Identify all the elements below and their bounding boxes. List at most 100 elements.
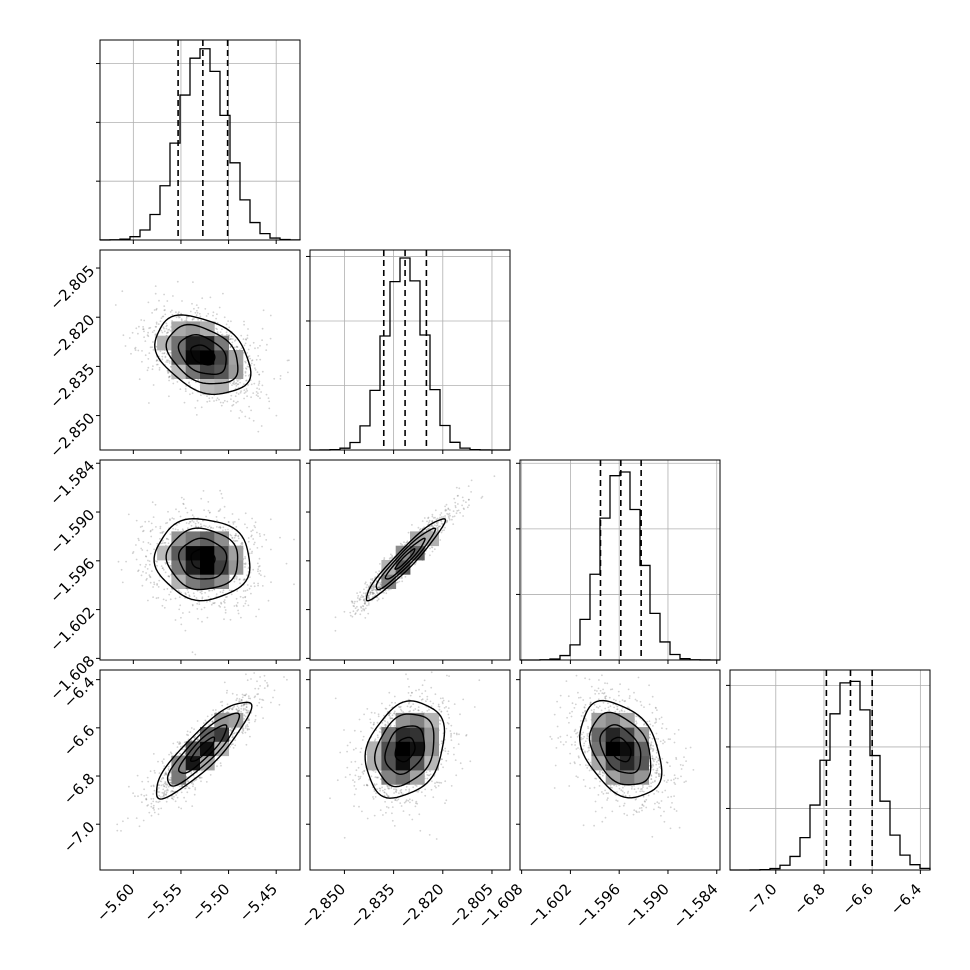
scatter-point <box>143 336 146 339</box>
scatter-point <box>166 361 169 363</box>
scatter-point <box>229 533 232 536</box>
scatter-point <box>265 349 268 351</box>
scatter-point <box>363 602 366 605</box>
scatter-point <box>150 802 153 805</box>
scatter-point <box>236 601 239 604</box>
scatter-point <box>243 320 245 323</box>
scatter-point <box>443 529 445 531</box>
scatter-point <box>177 806 180 809</box>
scatter-point <box>220 601 222 604</box>
scatter-point <box>260 706 263 709</box>
scatter-point <box>180 623 183 626</box>
scatter-point <box>440 512 443 514</box>
scatter-point <box>225 323 228 326</box>
scatter-point <box>245 388 248 390</box>
scatter-point <box>203 606 206 609</box>
scatter-point <box>391 556 393 558</box>
scatter-point <box>153 329 156 332</box>
scatter-point <box>230 335 233 337</box>
scatter-point <box>366 604 368 607</box>
scatter-point <box>218 604 221 607</box>
scatter-point <box>222 529 224 532</box>
scatter-point <box>352 605 355 607</box>
scatter-point <box>219 331 222 333</box>
scatter-point <box>161 355 164 358</box>
scatter-point <box>195 304 198 306</box>
scatter-point <box>436 527 439 529</box>
scatter-point <box>237 709 240 712</box>
scatter-point <box>193 736 196 739</box>
scatter-point <box>250 678 252 680</box>
scatter-point <box>207 526 209 529</box>
scatter-point <box>246 526 249 529</box>
scatter-point <box>208 589 210 592</box>
scatter-point <box>236 345 239 348</box>
scatter-point <box>167 542 170 545</box>
scatter-point <box>121 290 124 293</box>
scatter-point <box>241 411 243 413</box>
scatter-point <box>152 785 155 788</box>
scatter-point <box>369 591 372 593</box>
scatter-point <box>223 601 226 604</box>
scatter-point <box>257 565 260 568</box>
scatter-point <box>165 332 168 334</box>
scatter-point <box>244 694 247 697</box>
scatter-point <box>187 527 189 530</box>
scatter-point <box>147 331 150 334</box>
scatter-point <box>182 612 184 614</box>
scatter-point <box>440 520 443 523</box>
scatter-point <box>169 598 172 601</box>
scatter-point <box>247 328 249 330</box>
scatter-point <box>419 528 421 531</box>
scatter-point <box>177 529 179 531</box>
scatter-point <box>197 526 200 528</box>
scatter-point <box>440 522 443 525</box>
scatter-point <box>260 574 262 577</box>
scatter-point <box>184 752 187 755</box>
scatter-point <box>187 734 190 737</box>
scatter-point <box>196 379 199 381</box>
scatter-point <box>232 747 235 749</box>
scatter-point <box>383 558 385 561</box>
scatter-point <box>180 496 183 499</box>
scatter-point <box>147 335 150 338</box>
scatter-point <box>433 548 436 551</box>
scatter-point <box>152 800 155 803</box>
scatter-point <box>236 379 238 381</box>
scatter-point <box>404 543 407 546</box>
scatter-point <box>365 591 368 594</box>
scatter-point <box>241 542 244 545</box>
scatter-point <box>147 358 150 360</box>
scatter-point <box>158 367 161 369</box>
scatter-point <box>230 337 232 340</box>
scatter-point <box>259 698 261 701</box>
scatter-point <box>255 358 258 361</box>
scatter-point <box>362 605 365 608</box>
scatter-point <box>244 731 247 734</box>
scatter-point <box>431 513 434 516</box>
scatter-point <box>235 346 238 348</box>
scatter-point <box>237 535 240 538</box>
scatter-point <box>149 770 152 773</box>
scatter-point <box>246 334 249 337</box>
scatter-point <box>434 524 436 526</box>
scatter-point <box>184 787 186 790</box>
scatter-point <box>247 355 250 358</box>
scatter-point <box>165 772 167 775</box>
scatter-point <box>354 607 357 610</box>
scatter-point <box>196 520 199 522</box>
density-cell <box>214 545 229 561</box>
scatter-point <box>161 331 164 334</box>
scatter-point <box>363 609 366 612</box>
scatter-point <box>223 606 226 609</box>
scatter-point <box>372 592 374 594</box>
scatter-point <box>236 694 238 696</box>
scatter-point <box>375 571 377 574</box>
scatter-point <box>455 486 458 489</box>
panel-frame <box>99 669 301 871</box>
scatter-point <box>257 392 259 395</box>
scatter-point <box>181 528 184 531</box>
scatter-point <box>146 549 149 552</box>
scatter-point <box>248 374 250 377</box>
scatter-point <box>153 581 156 584</box>
